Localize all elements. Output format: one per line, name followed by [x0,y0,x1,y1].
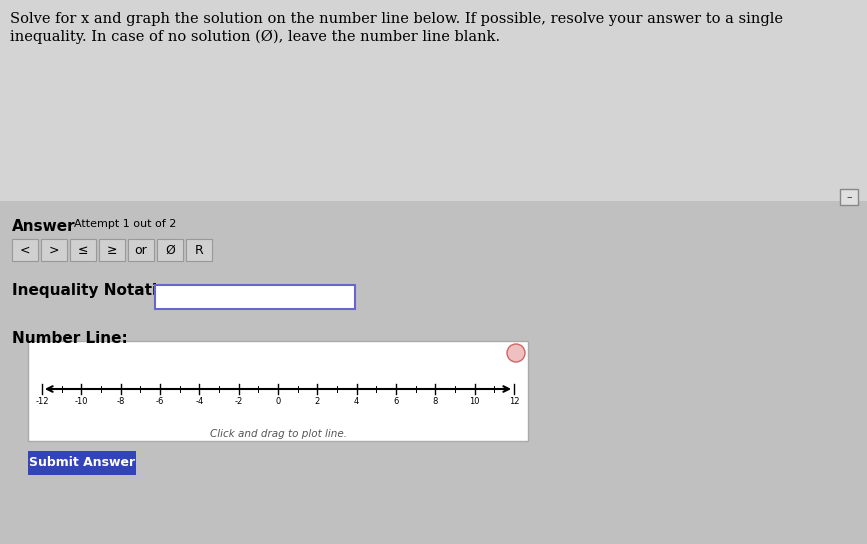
Text: 6: 6 [394,397,399,406]
Text: Inequality Notation:: Inequality Notation: [12,283,185,298]
Text: R: R [194,244,204,257]
Bar [155,285,355,309]
Text: or: or [134,244,147,257]
Text: 2: 2 [315,397,320,406]
Bar [128,239,154,261]
Bar [186,239,212,261]
Text: -8: -8 [116,397,125,406]
Text: –: – [846,192,851,202]
Text: ≥: ≥ [107,244,117,257]
Bar [157,239,183,261]
Text: 12: 12 [509,397,519,406]
Text: <: < [20,244,30,257]
Circle shape [507,344,525,362]
Text: 4: 4 [354,397,359,406]
Text: Click and drag to plot line.: Click and drag to plot line. [210,429,347,439]
Text: >: > [49,244,59,257]
Text: 10: 10 [469,397,480,406]
Bar [0,201,867,544]
Text: -10: -10 [75,397,88,406]
Text: -12: -12 [36,397,49,406]
Bar [41,239,67,261]
Bar [28,341,528,441]
Bar [12,239,38,261]
Bar [70,239,96,261]
Text: ≤: ≤ [78,244,88,257]
Text: Number Line:: Number Line: [12,331,127,346]
Text: -4: -4 [195,397,204,406]
Text: -6: -6 [156,397,164,406]
Bar [840,189,858,205]
Text: Attempt 1 out of 2: Attempt 1 out of 2 [74,219,176,229]
Text: inequality. In case of no solution (Ø), leave the number line blank.: inequality. In case of no solution (Ø), … [10,30,500,45]
Text: Ø: Ø [165,244,175,257]
Text: Solve for x and graph the solution on the number line below. If possible, resolv: Solve for x and graph the solution on th… [10,12,783,26]
Text: 8: 8 [433,397,438,406]
Text: -2: -2 [235,397,243,406]
Text: Submit Answer: Submit Answer [29,456,135,469]
Bar [28,451,136,475]
Text: Answer: Answer [12,219,75,234]
Text: 0: 0 [276,397,281,406]
Bar [99,239,125,261]
